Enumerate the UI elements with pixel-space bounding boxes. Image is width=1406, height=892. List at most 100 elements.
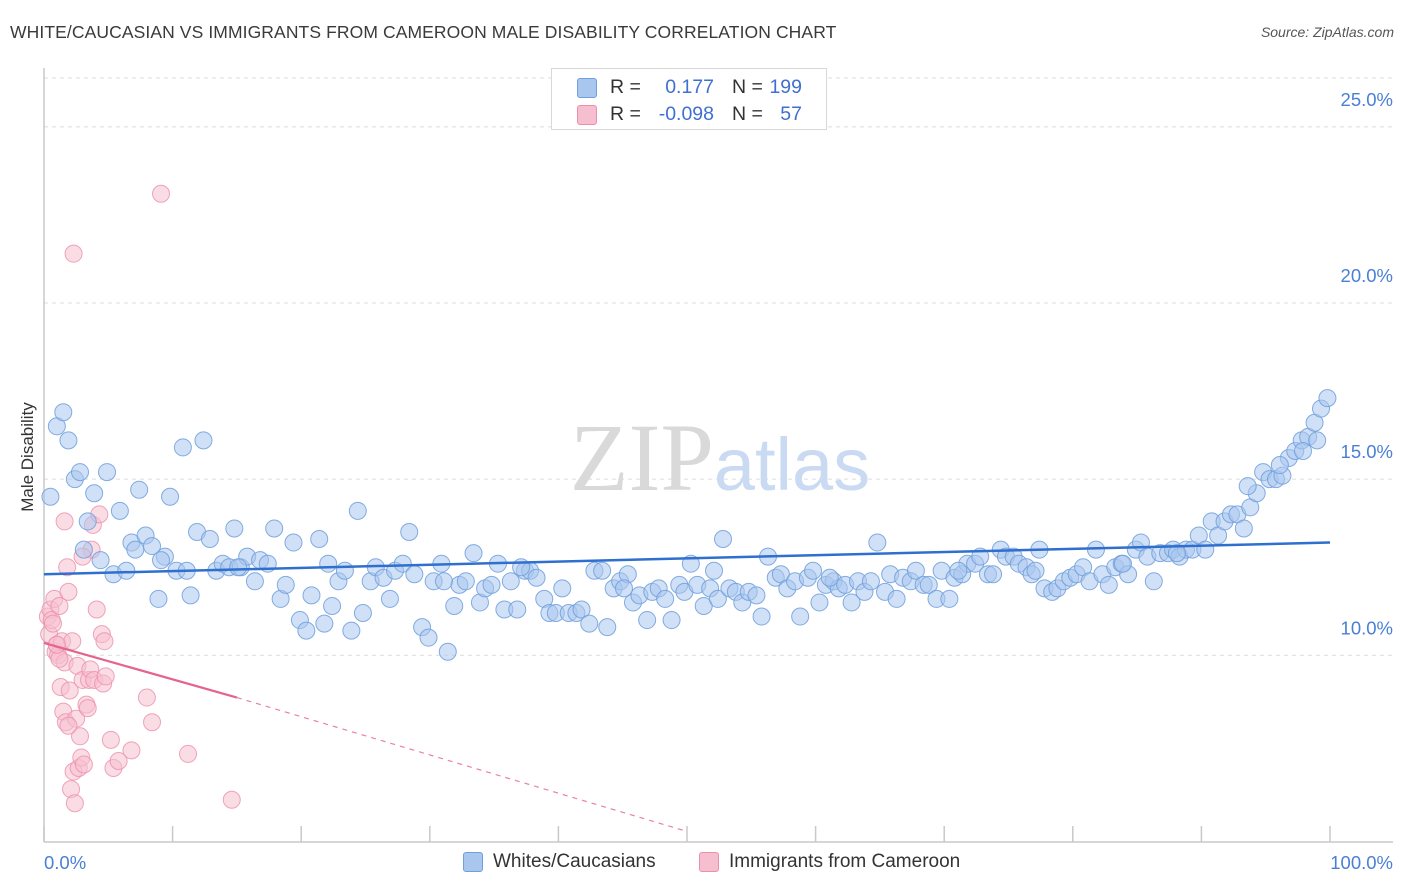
stats-legend: R = 0.177 N = 199 R = -0.098 N = 57 bbox=[551, 68, 827, 130]
point-whites bbox=[161, 487, 180, 506]
point-whites bbox=[508, 600, 527, 619]
point-whites bbox=[380, 589, 399, 608]
point-cameroon bbox=[55, 512, 74, 531]
point-whites bbox=[276, 575, 295, 594]
point-cameroon bbox=[74, 755, 93, 774]
trend-line-whites bbox=[43, 541, 1331, 576]
point-cameroon bbox=[60, 681, 79, 700]
point-cameroon bbox=[95, 632, 114, 651]
point-whites bbox=[1318, 389, 1337, 408]
point-whites bbox=[284, 533, 303, 552]
source-label: Source: ZipAtlas.com bbox=[1260, 24, 1394, 40]
point-whites bbox=[747, 586, 766, 605]
point-whites bbox=[656, 589, 675, 608]
point-whites bbox=[527, 568, 546, 587]
point-whites bbox=[71, 463, 90, 482]
legend-item-cameroon[interactable]: Immigrants from Cameroon bbox=[699, 851, 960, 873]
point-cameroon bbox=[137, 688, 156, 707]
point-whites bbox=[59, 431, 78, 450]
point-whites bbox=[302, 586, 321, 605]
point-whites bbox=[117, 561, 136, 580]
point-whites bbox=[91, 551, 110, 570]
n-label: N = bbox=[732, 103, 763, 125]
y-tick-label: 15.0% bbox=[1341, 441, 1393, 462]
legend-label-whites: Whites/Caucasians bbox=[493, 851, 656, 872]
point-whites bbox=[820, 568, 839, 587]
point-cameroon bbox=[96, 667, 115, 686]
point-whites bbox=[438, 642, 457, 661]
point-whites bbox=[906, 561, 925, 580]
watermark-atlas: atlas bbox=[714, 423, 870, 506]
point-whites bbox=[1099, 575, 1118, 594]
point-whites bbox=[200, 530, 219, 549]
legend-swatch-pink bbox=[699, 852, 719, 872]
point-whites bbox=[1238, 477, 1257, 496]
point-whites bbox=[708, 589, 727, 608]
point-cameroon bbox=[59, 582, 78, 601]
point-whites bbox=[791, 607, 810, 626]
stats-row-cameroon: R = -0.098 N = 57 bbox=[552, 101, 828, 127]
series-whites-caucasians bbox=[41, 389, 1337, 661]
point-whites bbox=[445, 596, 464, 615]
point-cameroon bbox=[78, 699, 97, 718]
point-cameroon bbox=[179, 744, 198, 763]
point-whites bbox=[694, 596, 713, 615]
point-whites bbox=[1167, 544, 1186, 563]
point-whites bbox=[887, 589, 906, 608]
trend-line-cameroon bbox=[43, 641, 238, 699]
point-whites bbox=[173, 438, 192, 457]
point-whites bbox=[752, 607, 771, 626]
point-whites bbox=[638, 611, 657, 630]
r-value: 0.177 bbox=[665, 76, 714, 98]
legend-swatch-blue bbox=[463, 852, 483, 872]
trend-lines bbox=[43, 541, 1331, 833]
point-whites bbox=[482, 575, 501, 594]
point-whites bbox=[152, 551, 171, 570]
point-cameroon bbox=[222, 790, 241, 809]
point-cameroon bbox=[63, 632, 82, 651]
point-whites bbox=[315, 614, 334, 633]
point-whites bbox=[501, 572, 520, 591]
point-whites bbox=[85, 484, 104, 503]
point-whites bbox=[464, 544, 483, 563]
point-cameroon bbox=[152, 184, 171, 203]
point-whites bbox=[861, 572, 880, 591]
legend-item-whites[interactable]: Whites/Caucasians bbox=[463, 851, 656, 873]
point-cameroon bbox=[50, 596, 69, 615]
point-whites bbox=[405, 565, 424, 584]
point-whites bbox=[949, 561, 968, 580]
point-whites bbox=[705, 561, 724, 580]
bottom-legend: Whites/Caucasians Immigrants from Camero… bbox=[0, 851, 1406, 879]
n-value: 57 bbox=[780, 103, 802, 125]
point-whites bbox=[353, 604, 372, 623]
r-label: R = bbox=[610, 76, 641, 98]
point-cameroon bbox=[65, 794, 84, 813]
point-whites bbox=[842, 593, 861, 612]
legend-swatch-blue bbox=[577, 78, 597, 98]
y-tick-label: 25.0% bbox=[1341, 89, 1393, 110]
point-whites bbox=[940, 589, 959, 608]
point-whites bbox=[553, 579, 572, 598]
point-whites bbox=[225, 519, 244, 538]
point-whites bbox=[297, 621, 316, 640]
point-whites bbox=[265, 519, 284, 538]
point-whites bbox=[54, 403, 73, 422]
point-whites bbox=[572, 600, 591, 619]
legend-swatch-pink bbox=[577, 105, 597, 125]
point-whites bbox=[110, 501, 129, 520]
point-whites bbox=[810, 593, 829, 612]
point-whites bbox=[319, 554, 338, 573]
chart-title: WHITE/CAUCASIAN VS IMMIGRANTS FROM CAMER… bbox=[10, 22, 837, 42]
point-whites bbox=[393, 554, 412, 573]
tick-labels: 10.0% 15.0% 20.0% 25.0% 0.0% 100.0% bbox=[44, 89, 1393, 873]
point-cameroon bbox=[101, 730, 120, 749]
watermark-zip: ZIP bbox=[570, 404, 714, 511]
point-whites bbox=[400, 522, 419, 541]
point-whites bbox=[868, 533, 887, 552]
point-whites bbox=[984, 565, 1003, 584]
point-cameroon bbox=[64, 244, 83, 263]
stats-row-whites: R = 0.177 N = 199 bbox=[552, 74, 828, 100]
point-whites bbox=[348, 501, 367, 520]
point-cameroon bbox=[59, 716, 78, 735]
